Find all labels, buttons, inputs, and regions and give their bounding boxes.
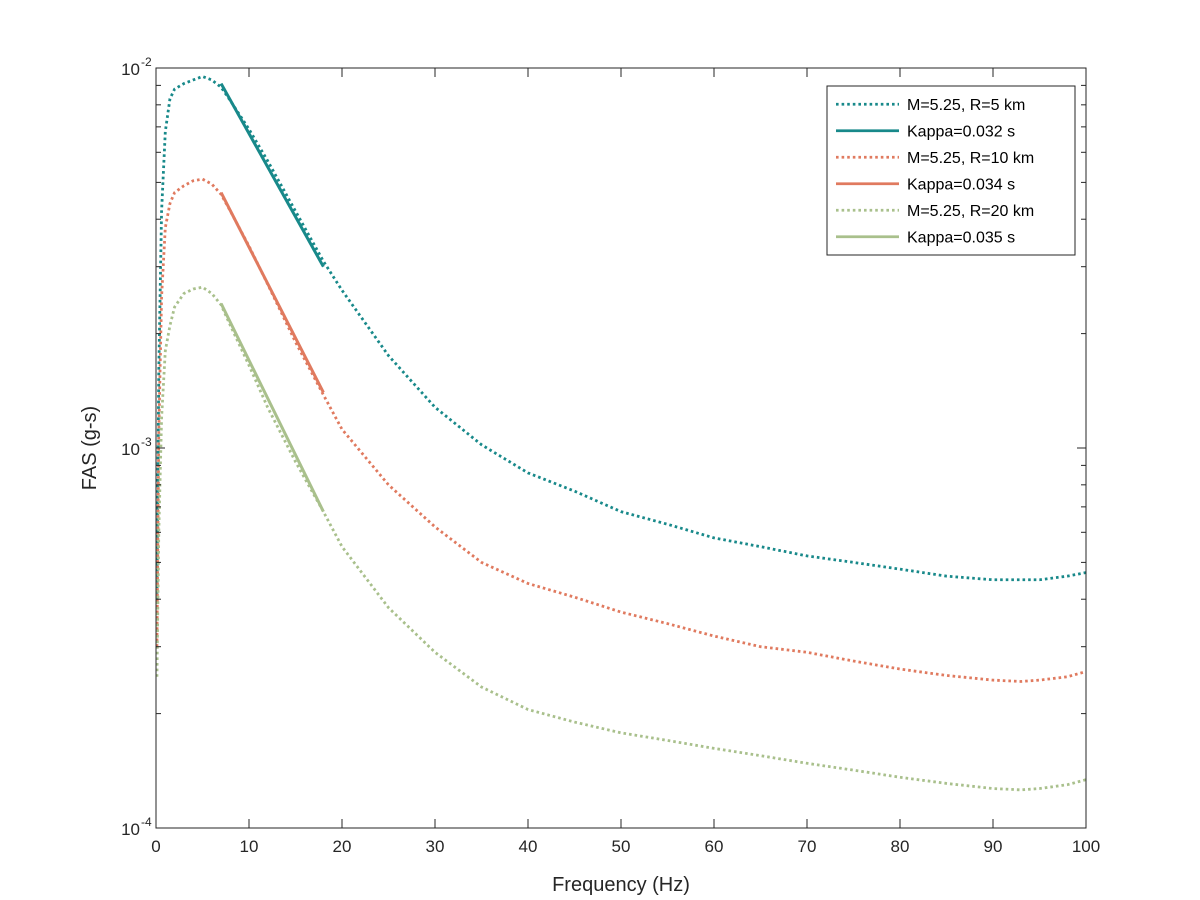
y-tick-exponent: -3 <box>141 435 152 449</box>
x-tick-label: 0 <box>151 837 160 856</box>
legend-entry-label: M=5.25, R=5 km <box>907 97 1025 114</box>
legend: M=5.25, R=5 km Kappa=0.032 s M=5.25, R=10 … <box>826 85 1076 256</box>
x-tick-label: 60 <box>705 837 724 856</box>
y-tick-label: 10 <box>121 60 140 79</box>
legend-entry-label: Kappa=0.035 s <box>907 229 1015 246</box>
series-layer <box>156 75 1086 792</box>
x-tick-label: 10 <box>240 837 259 856</box>
y-axis-label: FAS (g-s) <box>79 406 101 490</box>
legend-entry-label: M=5.25, R=20 km <box>907 203 1034 220</box>
x-tick-label: 100 <box>1072 837 1100 856</box>
y-tick-exponent: -4 <box>141 815 152 829</box>
legend-entry-label: M=5.25, R=10 km <box>907 150 1034 167</box>
y-tick-label: 10 <box>121 820 140 839</box>
x-tick-label: 80 <box>891 837 910 856</box>
legend-entry-label: Kappa=0.034 s <box>907 176 1015 193</box>
y-tick-label: 10 <box>121 440 140 459</box>
series-line-2 <box>219 82 325 268</box>
series-line-5 <box>156 285 1086 792</box>
x-tick-label: 40 <box>519 837 538 856</box>
x-tick-label: 50 <box>612 837 631 856</box>
legend-box <box>826 85 1076 256</box>
x-tick-label: 90 <box>984 837 1003 856</box>
series-line-1 <box>156 75 1086 600</box>
legend-entry-label: Kappa=0.032 s <box>907 123 1015 140</box>
series-line-6 <box>219 302 325 513</box>
x-tick-label: 70 <box>798 837 817 856</box>
y-tick-exponent: -2 <box>141 55 152 69</box>
x-tick-label: 20 <box>333 837 352 856</box>
series-line-4 <box>219 191 325 394</box>
x-axis-label: Frequency (Hz) <box>552 874 690 896</box>
series-line-3 <box>156 177 1086 683</box>
x-tick-label: 30 <box>426 837 445 856</box>
